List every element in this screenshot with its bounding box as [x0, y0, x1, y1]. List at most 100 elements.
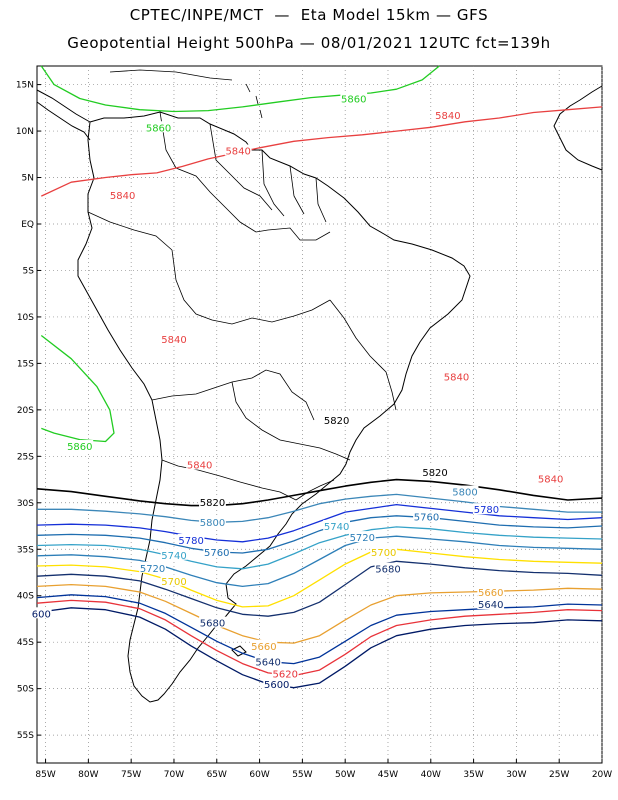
contour-label: 5660 — [478, 588, 503, 599]
contour-label-background — [421, 466, 449, 478]
contour-label: 5600 — [264, 680, 289, 691]
contour-label: 600 — [32, 609, 51, 620]
lon-tick-label: 55W — [292, 770, 312, 780]
lon-tick-label: 30W — [506, 770, 526, 780]
caribbean-islands — [109, 69, 263, 119]
lon-tick-label: 80W — [78, 770, 98, 780]
lon-tick-label: 60W — [249, 770, 269, 780]
south-america-coastline — [77, 111, 471, 703]
contour-5620 — [36, 599, 603, 677]
lon-tick-label: 20W — [592, 770, 612, 780]
contour-label: 5720 — [140, 564, 165, 575]
contour-label-background — [250, 639, 278, 651]
lon-tick-label: 50W — [335, 770, 355, 780]
contour-label: 5840 — [435, 111, 460, 122]
map-title-line-2: Geopotential Height 500hPa — 08/01/2021 … — [67, 34, 551, 52]
falkland-islands — [231, 645, 247, 657]
contour-label-background — [374, 562, 402, 574]
map-title-line-1: CPTEC/INPE/MCT — Eta Model 15km — GFS — [129, 6, 489, 24]
contour-label-background — [139, 561, 166, 573]
contour-label: 5840 — [187, 461, 212, 472]
contour-label: 5640 — [478, 600, 503, 611]
lon-tick-label: 45W — [378, 770, 398, 780]
contour-label: 5760 — [204, 548, 229, 559]
contour-label: 5840 — [110, 191, 135, 202]
contour-label: 5640 — [255, 658, 280, 669]
contour-5740 — [36, 526, 603, 570]
contour-label-background — [186, 458, 214, 470]
lat-tick-label: 50S — [17, 685, 34, 695]
africa-coastline — [553, 85, 603, 171]
lat-tick-label: 10N — [16, 127, 34, 137]
contour-label-background — [224, 144, 252, 156]
contour-label: 5840 — [444, 372, 469, 383]
contour-5680 — [36, 560, 603, 617]
latitude-labels: 15N 10N 5N EQ 5S 10S 15S 20S 25S 30S 35S 40S 45S 50S 5… — [16, 81, 41, 741]
contour-label: 5820 — [324, 416, 349, 427]
contour-label-background — [160, 333, 188, 345]
contour-label: 5820 — [200, 498, 225, 509]
contour-label: 5680 — [200, 619, 225, 630]
contour-label-background — [160, 548, 188, 560]
contour-label-background — [537, 472, 565, 484]
lat-tick-label: 15N — [16, 81, 34, 91]
contour-label-background — [263, 677, 291, 689]
contour-label: 5840 — [161, 335, 186, 346]
contour-label-background — [145, 121, 172, 133]
contour-label: 5740 — [161, 551, 186, 562]
lon-tick-label: 40W — [421, 770, 441, 780]
lat-tick-label: 20S — [17, 406, 34, 416]
contour-label: 5740 — [324, 522, 349, 533]
lat-tick-label: 10S — [17, 313, 34, 323]
lon-tick-label: 35W — [463, 770, 483, 780]
country-borders — [87, 111, 397, 501]
contour-label: 5700 — [371, 548, 396, 559]
contour-label: 5800 — [452, 488, 477, 499]
contour-label-background — [348, 531, 376, 543]
contour-label-background — [443, 370, 470, 382]
contour-5780 — [36, 503, 603, 543]
lon-tick-label: 85W — [35, 770, 55, 780]
contour-5820 — [36, 478, 603, 507]
contour-label-background — [473, 503, 500, 515]
lat-tick-label: 5N — [22, 174, 34, 184]
lat-tick-label: 55S — [17, 731, 34, 741]
contour-label-background — [340, 92, 368, 104]
lat-tick-label: 45S — [17, 638, 34, 648]
lon-tick-label: 65W — [207, 770, 227, 780]
contour-label: 5680 — [375, 565, 400, 576]
contour-label: 5860 — [341, 94, 366, 105]
contour-5760 — [36, 515, 603, 554]
contour-label-background — [199, 516, 226, 528]
lon-tick-label: 25W — [549, 770, 569, 780]
contour-label: 5620 — [273, 670, 298, 681]
contour-label-background — [477, 585, 505, 597]
contour-label-background — [370, 545, 398, 557]
contour-5860 — [40, 65, 440, 113]
contour-labels: 5860 5860 5860 5840 5840 5840 5840 5840 5840 5840… — [30, 92, 565, 691]
contour-label-background — [199, 616, 226, 628]
contour-label: 5660 — [251, 642, 276, 653]
contour-5840 — [41, 106, 603, 197]
lat-lon-grid — [37, 66, 603, 763]
contour-label: 5780 — [474, 505, 499, 516]
contour-label-background — [177, 533, 205, 545]
lat-tick-label: 30S — [17, 499, 34, 509]
lat-tick-label: 35S — [17, 545, 34, 555]
contour-label-background — [323, 414, 351, 426]
contour-label: 5760 — [414, 513, 439, 524]
contour-5600 — [36, 607, 603, 689]
contour-label: 5820 — [422, 468, 447, 479]
contour-label-background — [323, 519, 351, 531]
contour-label-background — [30, 607, 52, 619]
contour-label: 5780 — [178, 536, 203, 547]
lat-tick-label: EQ — [21, 220, 34, 230]
map-frame — [36, 65, 603, 764]
lat-tick-label: 25S — [17, 452, 34, 462]
lat-tick-label: 40S — [17, 592, 34, 602]
lat-tick-label: 15S — [17, 359, 34, 369]
contour-label-background — [203, 545, 231, 557]
contour-label-background — [413, 510, 440, 522]
lon-tick-label: 75W — [121, 770, 141, 780]
